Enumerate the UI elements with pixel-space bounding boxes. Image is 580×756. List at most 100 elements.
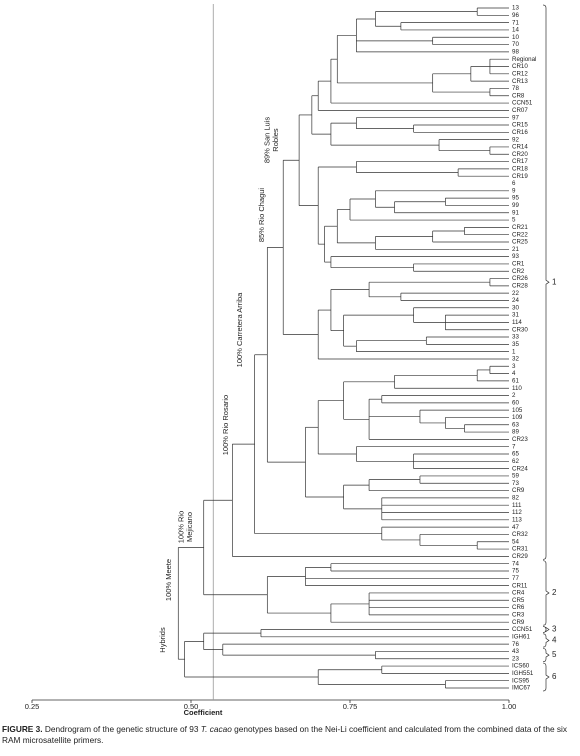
leaf-label: 14 xyxy=(512,27,519,34)
leaf-label: 76 xyxy=(512,641,519,648)
cluster-label: 89% San Luis xyxy=(263,117,272,164)
leaf-label: CR23 xyxy=(512,436,528,443)
leaf-label: 105 xyxy=(512,407,523,414)
leaf-label: 63 xyxy=(512,421,519,428)
leaf-label: 6 xyxy=(512,180,516,187)
leaf-label: 60 xyxy=(512,399,519,406)
group-bracket xyxy=(542,648,550,663)
group-label: 6 xyxy=(552,672,557,681)
leaf-label: CR13 xyxy=(512,78,528,85)
leaf-label: ICS60 xyxy=(512,663,530,670)
leaf-label: 114 xyxy=(512,319,522,326)
leaf-label: IGH551 xyxy=(512,670,534,677)
leaf-label: 82 xyxy=(512,495,519,502)
leaf-label: CR1 xyxy=(512,261,525,268)
leaf-label: ICS95 xyxy=(512,677,530,684)
leaf-label: CR30 xyxy=(512,326,528,333)
leaf-label: 92 xyxy=(512,136,519,143)
cluster-label: 100% Rio xyxy=(177,511,186,544)
leaf-label: 21 xyxy=(512,246,519,253)
leaf-label: 91 xyxy=(512,209,519,216)
group-label: 5 xyxy=(552,650,557,659)
leaf-label: IGH61 xyxy=(512,633,530,640)
leaf-label: 30 xyxy=(512,304,519,311)
leaf-label: CR22 xyxy=(512,231,528,238)
leaf-label: CR17 xyxy=(512,158,528,165)
leaf-label: CR25 xyxy=(512,239,528,246)
leaf-label: CR9 xyxy=(512,487,525,494)
leaf-label: 109 xyxy=(512,414,523,421)
leaf-label: CR19 xyxy=(512,173,528,180)
leaf-label: CR6 xyxy=(512,604,525,611)
leaf-label: 47 xyxy=(512,524,519,531)
leaf-label: 89 xyxy=(512,429,519,436)
leaf-label: CR5 xyxy=(512,597,525,604)
leaf-label: CR11 xyxy=(512,582,528,589)
leaf-label: CR24 xyxy=(512,465,528,472)
leaf-label: CR07 xyxy=(512,107,528,114)
caption-label: FIGURE 3. xyxy=(2,724,43,734)
cluster-label: Mejicano xyxy=(185,512,194,542)
leaf-label: 110 xyxy=(512,385,522,392)
leaf-label: 24 xyxy=(512,297,519,304)
cluster-label: Hybrids xyxy=(158,627,167,653)
leaf-label: 98 xyxy=(512,49,519,56)
leaf-label: 33 xyxy=(512,334,519,341)
group-bracket xyxy=(542,626,550,633)
leaf-label: 31 xyxy=(512,312,519,319)
leaf-label: 23 xyxy=(512,655,519,662)
group-label: 2 xyxy=(552,588,557,597)
leaf-label: CR20 xyxy=(512,151,528,158)
leaf-label: CR28 xyxy=(512,282,528,289)
dendrogram: Coefficient 0.25 0.50 0.75 1.00139671141070… xyxy=(25,4,557,717)
cluster-label: 100% Carretera Arriba xyxy=(235,292,244,367)
leaf-label: 9 xyxy=(512,187,516,194)
caption-text: Dendrogram of the genetic structure of 9… xyxy=(42,724,201,734)
group-label: 1 xyxy=(552,277,557,286)
group-label: 3 xyxy=(552,625,557,634)
leaf-label: 10 xyxy=(512,34,519,41)
leaf-label: 75 xyxy=(512,568,519,575)
leaf-label: 74 xyxy=(512,560,519,567)
leaf-label: CR21 xyxy=(512,224,528,231)
leaf-label: 111 xyxy=(512,502,522,509)
leaf-label: 22 xyxy=(512,290,519,297)
leaf-label: 59 xyxy=(512,473,519,480)
group-label: 4 xyxy=(552,636,557,645)
leaf-label: 5 xyxy=(512,217,516,224)
leaf-label: IMC67 xyxy=(512,685,531,692)
x-tick-label: 0.75 xyxy=(343,702,358,711)
leaf-label: 77 xyxy=(512,575,519,582)
leaf-label: CCN51 xyxy=(512,100,533,107)
x-tick-label: 0.25 xyxy=(25,702,40,711)
leaf-label: CCN51 xyxy=(512,626,533,633)
leaf-label: CR26 xyxy=(512,275,528,282)
leaf-label: 97 xyxy=(512,114,519,121)
leaf-label: 7 xyxy=(512,443,516,450)
leaf-label: 70 xyxy=(512,41,519,48)
leaf-label: CR12 xyxy=(512,70,528,77)
leaf-label: CR16 xyxy=(512,129,528,136)
leaf-label: 113 xyxy=(512,516,522,523)
leaf-label: 61 xyxy=(512,378,519,385)
leaf-label: 35 xyxy=(512,341,519,348)
leaf-label: 2 xyxy=(512,392,516,399)
leaf-label: 73 xyxy=(512,480,519,487)
leaf-label: CR31 xyxy=(512,546,528,553)
leaf-label: 62 xyxy=(512,458,519,465)
leaf-label: 13 xyxy=(512,5,519,12)
leaf-label: 71 xyxy=(512,19,519,26)
leaf-label: 4 xyxy=(512,370,516,377)
caption-text: genotypes based on the Nei-Li coefficien… xyxy=(2,724,568,745)
leaf-label: CR32 xyxy=(512,531,528,538)
leaf-label: CR29 xyxy=(512,553,528,560)
leaf-label: Regional xyxy=(512,56,536,63)
leaf-label: 65 xyxy=(512,451,519,458)
figure-caption: FIGURE 3. Dendrogram of the genetic stru… xyxy=(2,724,578,746)
leaf-label: 78 xyxy=(512,85,519,92)
leaf-label: 32 xyxy=(512,356,519,363)
group-bracket xyxy=(542,560,550,626)
x-tick-label: 0.50 xyxy=(184,702,199,711)
group-bracket xyxy=(542,633,550,648)
